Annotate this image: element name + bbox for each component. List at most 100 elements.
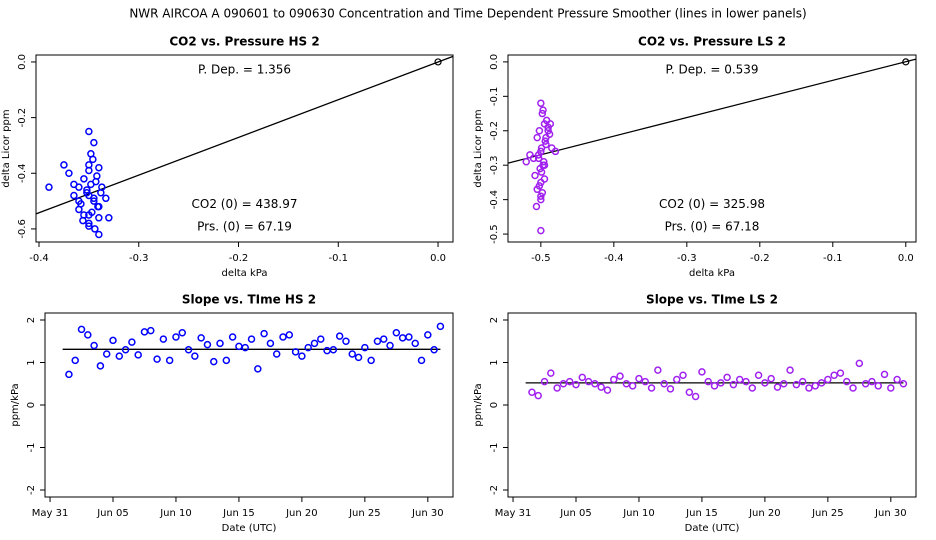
data-point — [798, 377, 807, 386]
y-tick-label: -0.1 — [489, 87, 500, 107]
data-point — [209, 357, 218, 366]
data-point — [698, 368, 706, 376]
data-point — [323, 346, 331, 355]
data-point — [622, 380, 631, 388]
data-point — [565, 377, 574, 386]
data-point — [534, 391, 542, 400]
data-point — [597, 383, 605, 391]
data-point — [855, 359, 864, 368]
annotation: CO2 (0) = 325.98 — [659, 197, 765, 211]
data-point — [80, 175, 88, 183]
data-point — [542, 133, 550, 142]
data-point — [228, 333, 237, 341]
plot-frame — [35, 54, 454, 243]
data-point — [836, 369, 845, 377]
x-tick-label: -0.4 — [29, 253, 49, 264]
data-point — [436, 322, 445, 331]
data-point — [379, 335, 388, 343]
data-point — [641, 377, 650, 386]
data-point — [159, 335, 168, 343]
data-point — [60, 161, 68, 169]
x-tick-label: -0.3 — [677, 253, 697, 264]
data-point — [767, 374, 775, 383]
data-point — [868, 377, 876, 386]
data-point — [96, 362, 105, 370]
y-tick-label: 2 — [489, 317, 500, 323]
x-tick-label: Jun 05 — [96, 508, 129, 519]
reference-point — [434, 58, 442, 66]
data-point — [354, 353, 363, 362]
panel-title: CO2 vs. Pressure LS 2 — [638, 35, 786, 49]
data-point — [266, 339, 275, 348]
data-point — [85, 219, 93, 228]
data-point — [83, 188, 91, 197]
data-point — [874, 382, 882, 390]
data-point — [522, 158, 530, 166]
data-point — [691, 392, 700, 401]
x-tick-label: Jun 30 — [874, 508, 907, 519]
data-point — [109, 336, 117, 345]
data-point — [685, 388, 694, 397]
y-tick-label: -2 — [26, 485, 37, 495]
y-tick-label: -1 — [26, 443, 37, 453]
data-point — [541, 137, 549, 145]
data-point — [742, 377, 750, 386]
x-tick-label: Jun 25 — [348, 508, 381, 519]
data-point — [367, 356, 375, 365]
data-point — [811, 382, 820, 390]
x-tick-label: -0.1 — [823, 253, 843, 264]
data-point — [197, 334, 205, 342]
data-point — [729, 380, 738, 389]
data-point — [85, 222, 93, 230]
data-point — [616, 372, 624, 380]
data-point — [591, 380, 599, 388]
data-point — [824, 375, 832, 384]
y-tick-label: -1 — [489, 443, 500, 453]
y-tick-label: -0.4 — [17, 164, 28, 184]
data-point — [102, 194, 110, 203]
data-point — [216, 339, 224, 348]
data-point — [405, 333, 413, 341]
y-axis-label: ppm/kPa — [473, 383, 484, 426]
data-point — [723, 373, 731, 382]
data-point — [98, 183, 106, 191]
data-point — [392, 329, 401, 337]
data-point — [572, 380, 580, 389]
data-point — [304, 343, 312, 352]
y-tick-label: 0.0 — [17, 54, 28, 70]
data-point — [105, 214, 113, 222]
x-tick-label: -0.3 — [129, 253, 149, 264]
x-tick-label: Jun 20 — [285, 508, 318, 519]
data-point — [128, 338, 136, 346]
data-point — [65, 370, 73, 379]
y-axis-label: delta Licor ppm — [1, 109, 12, 187]
data-point — [610, 375, 618, 384]
x-tick-label: Jun 15 — [222, 508, 255, 519]
panel-title: Slope vs. TIme HS 2 — [182, 293, 316, 307]
data-point — [710, 382, 719, 390]
y-tick-label: -0.4 — [489, 190, 500, 210]
data-point — [65, 169, 73, 178]
data-point — [849, 384, 857, 392]
y-tick-label: 0.0 — [489, 54, 500, 70]
data-point — [85, 166, 93, 175]
x-tick-label: -0.2 — [750, 253, 770, 264]
data-point — [272, 350, 281, 358]
data-point — [805, 384, 813, 392]
data-point — [654, 366, 662, 374]
x-tick-label: May 31 — [495, 508, 532, 519]
data-point — [540, 175, 549, 183]
data-point — [115, 352, 124, 360]
annotation: Prs. (0) = 67.19 — [197, 220, 292, 234]
data-point — [534, 151, 543, 159]
data-point — [537, 144, 546, 152]
data-point — [537, 168, 546, 176]
data-point — [899, 380, 908, 388]
data-point — [547, 369, 555, 377]
data-point — [893, 375, 901, 384]
y-tick-label: 2 — [26, 317, 37, 323]
data-point — [222, 356, 231, 365]
data-point — [373, 337, 382, 346]
data-point — [147, 326, 155, 335]
